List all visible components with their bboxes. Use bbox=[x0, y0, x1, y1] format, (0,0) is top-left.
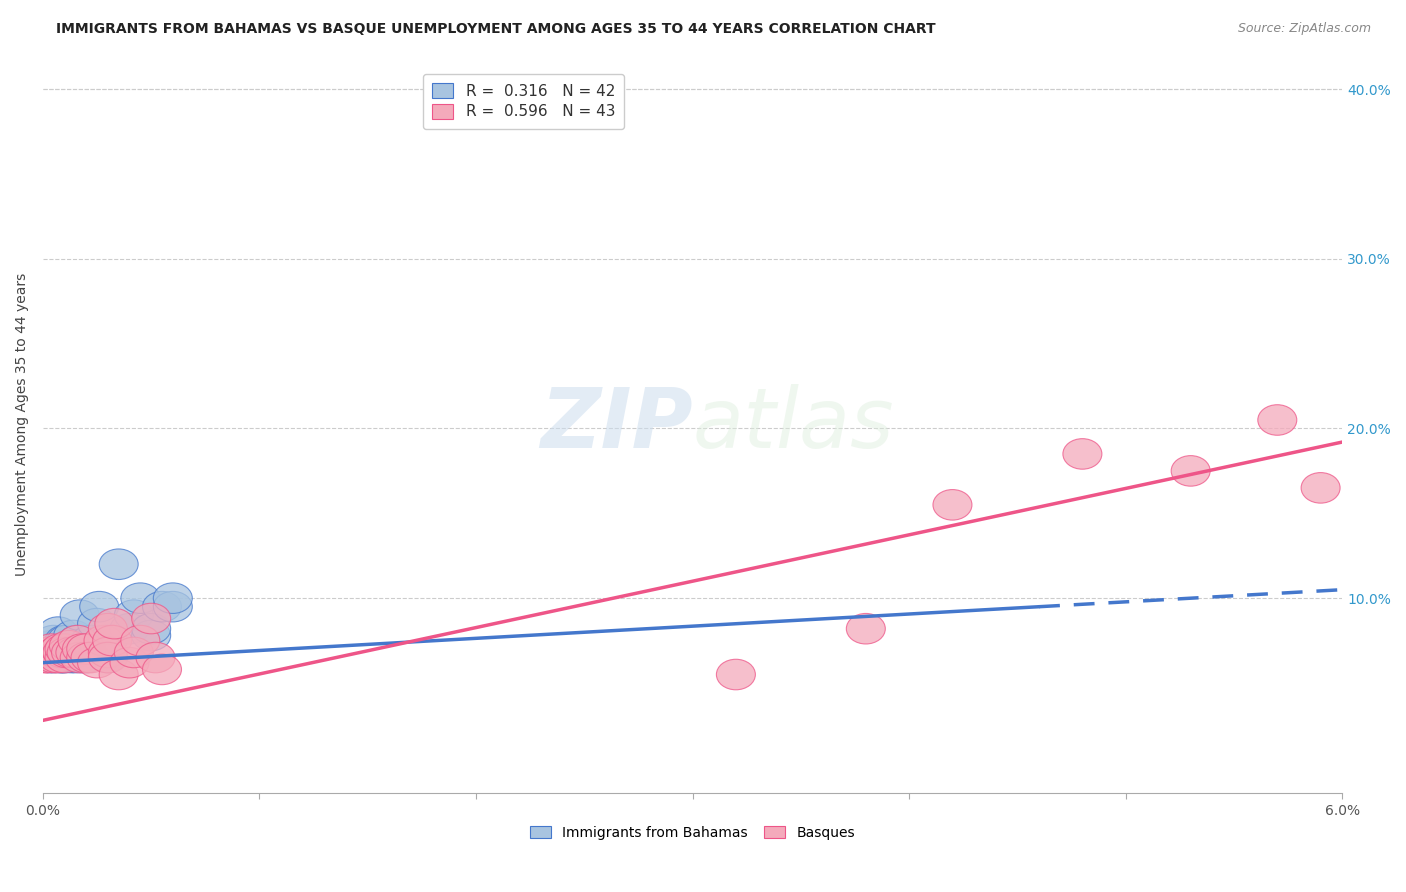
Ellipse shape bbox=[60, 599, 100, 631]
Ellipse shape bbox=[132, 620, 170, 651]
Ellipse shape bbox=[37, 637, 76, 668]
Ellipse shape bbox=[45, 642, 84, 673]
Ellipse shape bbox=[34, 625, 73, 656]
Ellipse shape bbox=[89, 637, 128, 668]
Ellipse shape bbox=[30, 637, 69, 668]
Ellipse shape bbox=[56, 642, 94, 673]
Ellipse shape bbox=[77, 608, 117, 639]
Ellipse shape bbox=[1063, 439, 1102, 469]
Ellipse shape bbox=[45, 634, 84, 665]
Ellipse shape bbox=[62, 634, 101, 665]
Ellipse shape bbox=[32, 634, 72, 665]
Ellipse shape bbox=[142, 654, 181, 685]
Ellipse shape bbox=[56, 637, 94, 668]
Ellipse shape bbox=[80, 591, 118, 622]
Ellipse shape bbox=[89, 614, 128, 644]
Ellipse shape bbox=[72, 625, 110, 656]
Ellipse shape bbox=[110, 614, 149, 644]
Ellipse shape bbox=[89, 642, 128, 673]
Ellipse shape bbox=[66, 631, 105, 661]
Ellipse shape bbox=[44, 642, 82, 673]
Ellipse shape bbox=[84, 625, 122, 656]
Ellipse shape bbox=[48, 625, 86, 656]
Ellipse shape bbox=[28, 642, 66, 673]
Ellipse shape bbox=[72, 642, 110, 673]
Ellipse shape bbox=[934, 490, 972, 520]
Ellipse shape bbox=[114, 599, 153, 631]
Ellipse shape bbox=[132, 603, 170, 634]
Ellipse shape bbox=[52, 642, 90, 673]
Ellipse shape bbox=[717, 659, 755, 690]
Ellipse shape bbox=[25, 642, 65, 673]
Ellipse shape bbox=[49, 637, 89, 668]
Ellipse shape bbox=[114, 637, 153, 668]
Ellipse shape bbox=[89, 642, 128, 673]
Text: Source: ZipAtlas.com: Source: ZipAtlas.com bbox=[1237, 22, 1371, 36]
Ellipse shape bbox=[25, 637, 65, 668]
Ellipse shape bbox=[34, 642, 73, 673]
Ellipse shape bbox=[1301, 473, 1340, 503]
Ellipse shape bbox=[1258, 405, 1296, 435]
Ellipse shape bbox=[93, 625, 132, 656]
Ellipse shape bbox=[62, 642, 101, 673]
Ellipse shape bbox=[49, 631, 89, 661]
Ellipse shape bbox=[846, 614, 886, 644]
Ellipse shape bbox=[66, 642, 105, 673]
Ellipse shape bbox=[121, 582, 160, 614]
Ellipse shape bbox=[66, 634, 105, 665]
Ellipse shape bbox=[73, 637, 112, 668]
Ellipse shape bbox=[60, 642, 100, 673]
Ellipse shape bbox=[28, 634, 66, 665]
Ellipse shape bbox=[136, 642, 174, 673]
Ellipse shape bbox=[77, 648, 117, 678]
Legend: Immigrants from Bahamas, Basques: Immigrants from Bahamas, Basques bbox=[524, 821, 860, 846]
Ellipse shape bbox=[38, 617, 77, 648]
Ellipse shape bbox=[56, 637, 94, 668]
Ellipse shape bbox=[58, 625, 97, 656]
Ellipse shape bbox=[142, 591, 181, 622]
Ellipse shape bbox=[121, 625, 160, 656]
Ellipse shape bbox=[110, 648, 149, 678]
Ellipse shape bbox=[44, 631, 82, 661]
Ellipse shape bbox=[58, 625, 97, 656]
Ellipse shape bbox=[32, 631, 72, 661]
Ellipse shape bbox=[38, 642, 77, 673]
Ellipse shape bbox=[48, 637, 86, 668]
Ellipse shape bbox=[132, 614, 170, 644]
Ellipse shape bbox=[100, 659, 138, 690]
Text: IMMIGRANTS FROM BAHAMAS VS BASQUE UNEMPLOYMENT AMONG AGES 35 TO 44 YEARS CORRELA: IMMIGRANTS FROM BAHAMAS VS BASQUE UNEMPL… bbox=[56, 22, 936, 37]
Text: atlas: atlas bbox=[693, 384, 894, 465]
Ellipse shape bbox=[41, 634, 80, 665]
Ellipse shape bbox=[52, 631, 90, 661]
Ellipse shape bbox=[37, 637, 76, 668]
Y-axis label: Unemployment Among Ages 35 to 44 years: Unemployment Among Ages 35 to 44 years bbox=[15, 273, 30, 576]
Ellipse shape bbox=[34, 642, 73, 673]
Ellipse shape bbox=[89, 625, 128, 656]
Ellipse shape bbox=[66, 642, 105, 673]
Ellipse shape bbox=[1171, 456, 1211, 486]
Ellipse shape bbox=[45, 625, 84, 656]
Ellipse shape bbox=[45, 642, 84, 673]
Ellipse shape bbox=[94, 608, 134, 639]
Ellipse shape bbox=[30, 642, 69, 673]
Ellipse shape bbox=[153, 582, 193, 614]
Ellipse shape bbox=[41, 642, 80, 673]
Ellipse shape bbox=[153, 591, 193, 622]
Ellipse shape bbox=[44, 637, 82, 668]
Ellipse shape bbox=[53, 620, 93, 651]
Ellipse shape bbox=[28, 637, 66, 668]
Ellipse shape bbox=[100, 549, 138, 580]
Text: ZIP: ZIP bbox=[540, 384, 693, 465]
Ellipse shape bbox=[41, 634, 80, 665]
Ellipse shape bbox=[52, 637, 90, 668]
Ellipse shape bbox=[45, 634, 84, 665]
